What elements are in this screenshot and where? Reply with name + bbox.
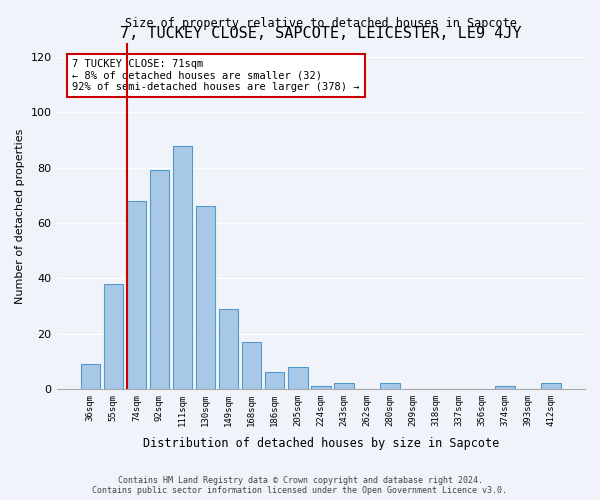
Text: Size of property relative to detached houses in Sapcote: Size of property relative to detached ho… bbox=[125, 16, 517, 30]
Bar bbox=[173, 146, 193, 389]
Bar bbox=[127, 201, 146, 389]
Bar bbox=[104, 284, 123, 389]
Bar bbox=[242, 342, 262, 389]
Bar bbox=[265, 372, 284, 389]
X-axis label: Distribution of detached houses by size in Sapcote: Distribution of detached houses by size … bbox=[143, 437, 499, 450]
Text: Contains HM Land Registry data © Crown copyright and database right 2024.
Contai: Contains HM Land Registry data © Crown c… bbox=[92, 476, 508, 495]
Bar bbox=[541, 384, 561, 389]
Bar bbox=[196, 206, 215, 389]
Bar bbox=[219, 308, 238, 389]
Bar bbox=[380, 384, 400, 389]
Bar bbox=[149, 170, 169, 389]
Text: 7 TUCKEY CLOSE: 71sqm
← 8% of detached houses are smaller (32)
92% of semi-detac: 7 TUCKEY CLOSE: 71sqm ← 8% of detached h… bbox=[73, 59, 360, 92]
Y-axis label: Number of detached properties: Number of detached properties bbox=[15, 128, 25, 304]
Bar bbox=[311, 386, 331, 389]
Bar bbox=[288, 366, 308, 389]
Bar bbox=[496, 386, 515, 389]
Bar bbox=[80, 364, 100, 389]
Bar bbox=[334, 384, 353, 389]
Title: 7, TUCKEY CLOSE, SAPCOTE, LEICESTER, LE9 4JY: 7, TUCKEY CLOSE, SAPCOTE, LEICESTER, LE9… bbox=[120, 26, 521, 41]
